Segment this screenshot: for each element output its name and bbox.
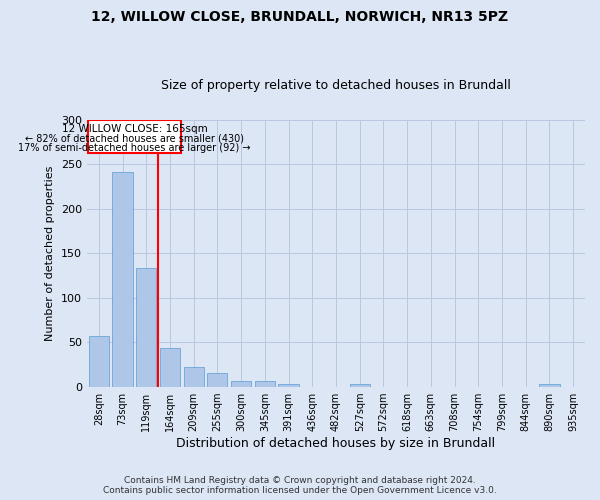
Bar [539,384,560,387]
Bar [208,373,227,387]
Title: Size of property relative to detached houses in Brundall: Size of property relative to detached ho… [161,79,511,92]
Bar [112,172,133,387]
Bar [88,120,181,152]
Text: 12 WILLOW CLOSE: 165sqm: 12 WILLOW CLOSE: 165sqm [62,124,207,134]
Text: 12, WILLOW CLOSE, BRUNDALL, NORWICH, NR13 5PZ: 12, WILLOW CLOSE, BRUNDALL, NORWICH, NR1… [91,10,509,24]
Y-axis label: Number of detached properties: Number of detached properties [46,166,55,341]
Bar [136,268,157,387]
Bar [160,348,180,387]
Bar [231,381,251,387]
Text: Contains HM Land Registry data © Crown copyright and database right 2024.
Contai: Contains HM Land Registry data © Crown c… [103,476,497,495]
Bar [89,336,109,387]
Bar [278,384,299,387]
Bar [255,381,275,387]
X-axis label: Distribution of detached houses by size in Brundall: Distribution of detached houses by size … [176,437,496,450]
Bar [184,366,204,387]
Text: ← 82% of detached houses are smaller (430): ← 82% of detached houses are smaller (43… [25,134,244,143]
Bar [350,384,370,387]
Text: 17% of semi-detached houses are larger (92) →: 17% of semi-detached houses are larger (… [18,144,251,154]
